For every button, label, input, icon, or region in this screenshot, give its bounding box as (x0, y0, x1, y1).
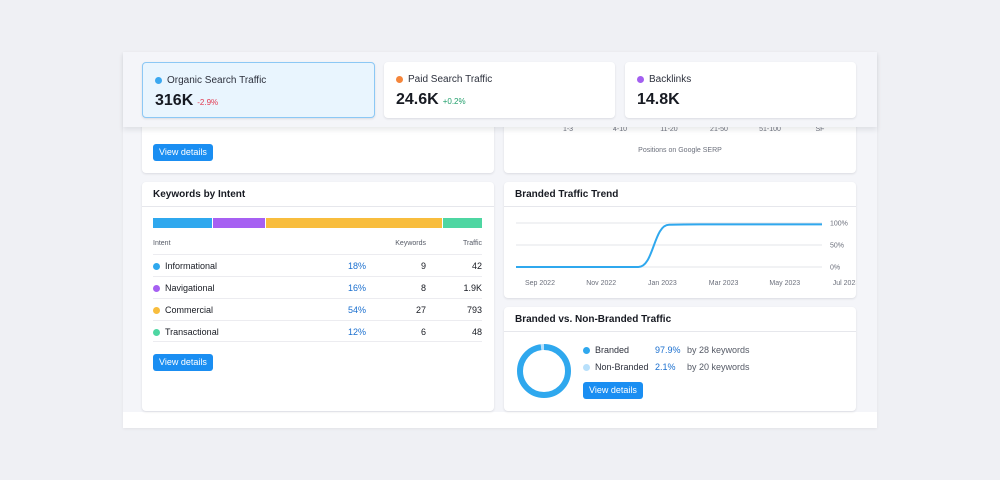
donut-slice-branded[interactable] (517, 344, 571, 398)
serp-positions-card: 1-3 4-10 11-20 21-50 51-100 SF Positions on G… (504, 120, 856, 173)
legend-keywords: by 20 keywords (687, 362, 750, 372)
card-title: Branded Traffic Trend (515, 189, 619, 200)
serp-tick-label: 21-50 (710, 126, 728, 133)
navigational-dot-icon (153, 284, 160, 292)
card-title: Keywords by Intent (153, 189, 246, 200)
donut-slice-non-branded[interactable] (517, 344, 571, 398)
intent-bar-segment[interactable] (153, 218, 212, 228)
card-title: Branded vs. Non-Branded Traffic (515, 314, 672, 325)
branded-vs-non-branded-card: Branded vs. Non-Branded Traffic Branded … (504, 307, 856, 411)
informational-dot-icon (153, 262, 160, 270)
serp-tick-label: 51-100 (759, 126, 781, 133)
intent-name: Navigational (165, 283, 215, 293)
intent-traffic: 793 (466, 305, 482, 315)
organic-dot-icon (155, 77, 162, 84)
table-row[interactable]: Transactional 12% 6 48 (153, 320, 482, 342)
serp-tick-label: 4-10 (612, 126, 627, 133)
branded-trend-line[interactable] (516, 223, 822, 268)
transactional-dot-icon (153, 328, 160, 336)
keywords-by-intent-card: Keywords by Intent Intent Keywords Traff… (142, 182, 494, 411)
x-tick-label: Sep 2022 (525, 280, 555, 287)
legend-pct[interactable]: 2.1% (655, 362, 676, 372)
metric-paid-search-traffic[interactable]: Paid Search Traffic 24.6K +0.2% (384, 62, 615, 118)
table-row[interactable]: Informational 18% 9 42 (153, 254, 482, 276)
intent-bar-segment[interactable] (442, 218, 483, 228)
intent-traffic: 48 (471, 327, 482, 337)
x-tick-label: Jan 2023 (648, 280, 677, 287)
branded-dot-icon (583, 346, 590, 354)
branded-donut-chart (517, 344, 571, 398)
metric-organic-search-traffic[interactable]: Organic Search Traffic 316K -2.9% (142, 62, 375, 118)
commercial-dot-icon (153, 306, 160, 314)
metric-delta: -2.9% (197, 98, 219, 107)
metric-value: 14.8K (637, 91, 680, 108)
metric-value: 316K (155, 92, 194, 109)
backlinks-dot-icon (637, 76, 644, 83)
intent-pct[interactable]: 54% (347, 305, 366, 315)
serp-axis-label: Positions on Google SERP (638, 147, 722, 154)
intent-pct[interactable]: 12% (347, 327, 366, 337)
metric-backlinks[interactable]: Backlinks 14.8K (625, 62, 856, 118)
metric-label: Paid Search Traffic (408, 74, 493, 85)
legend-name: Branded (595, 345, 630, 355)
column-header-traffic: Traffic (462, 240, 482, 247)
serp-tick-label: 1-3 (562, 126, 574, 133)
intent-traffic: 42 (471, 261, 482, 271)
non-branded-dot-icon (583, 363, 590, 371)
branded-trend-chart: 100% 50% 0% Sep 2022 Nov 2022 Jan 2023 Mar 202… (516, 221, 856, 287)
view-details-button[interactable]: View details (583, 382, 643, 399)
intent-keywords: 9 (420, 261, 426, 271)
x-tick-label: May 2023 (769, 280, 800, 287)
intent-keywords: 6 (420, 327, 426, 337)
intent-pct[interactable]: 18% (347, 261, 366, 271)
table-row[interactable]: Navigational 16% 8 1.9K (153, 276, 482, 298)
legend-row-non-branded: Non-Branded 2.1% by 20 keywords (583, 362, 750, 372)
intent-pct[interactable]: 16% (347, 283, 366, 293)
view-details-button[interactable]: View details (153, 144, 213, 161)
intent-traffic: 1.9K (463, 283, 482, 293)
metric-delta: +0.2% (442, 97, 466, 106)
intent-distribution-bar (153, 218, 483, 228)
intent-keywords: 27 (415, 305, 426, 315)
intent-name: Informational (165, 261, 218, 271)
divider (504, 206, 856, 207)
x-tick-label: Nov 2022 (586, 280, 616, 287)
intent-bar-segment[interactable] (265, 218, 442, 228)
metric-label: Backlinks (649, 74, 692, 85)
y-tick-label: 50% (830, 243, 844, 250)
top-left-card: View details (142, 120, 494, 173)
y-tick-label: 0% (830, 265, 840, 272)
intent-name: Transactional (165, 327, 219, 337)
y-tick-label: 100% (830, 221, 848, 228)
intent-name: Commercial (165, 305, 214, 315)
column-header-keywords: Keywords (395, 240, 426, 247)
frame-footer (123, 412, 877, 428)
x-tick-label: Mar 2023 (709, 280, 739, 287)
column-header-intent: Intent (153, 240, 171, 247)
legend-pct[interactable]: 97.9% (655, 345, 681, 355)
x-tick-label: Jul 2023 (833, 280, 856, 287)
view-details-button[interactable]: View details (153, 354, 213, 371)
serp-tick-label: SF (815, 126, 825, 133)
branded-traffic-trend-card: Branded Traffic Trend 100% 50% 0% Sep 2022 N… (504, 182, 856, 298)
divider (504, 331, 856, 332)
legend-keywords: by 28 keywords (687, 345, 750, 355)
intent-bar-segment[interactable] (212, 218, 265, 228)
divider (142, 206, 494, 207)
serp-tick-label: 11-20 (660, 126, 678, 133)
legend-name: Non-Branded (595, 362, 649, 372)
metric-label: Organic Search Traffic (167, 75, 267, 86)
metric-value: 24.6K (396, 91, 439, 108)
legend-row-branded: Branded 97.9% by 28 keywords (583, 345, 750, 355)
intent-keywords: 8 (420, 283, 426, 293)
table-row[interactable]: Commercial 54% 27 793 (153, 298, 482, 320)
paid-dot-icon (396, 76, 403, 83)
metric-row: Organic Search Traffic 316K -2.9% Paid Se… (123, 52, 877, 127)
